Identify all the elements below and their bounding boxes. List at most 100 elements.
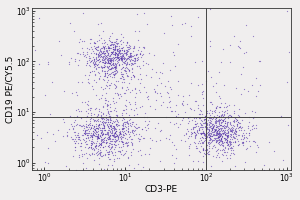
Point <box>134 53 139 57</box>
Point <box>219 127 224 130</box>
Point <box>188 115 193 118</box>
Point <box>213 129 218 132</box>
Point <box>110 40 115 43</box>
Point <box>160 100 165 103</box>
Point <box>193 116 198 120</box>
Point <box>109 127 114 130</box>
Point <box>99 133 104 137</box>
Point <box>127 100 131 103</box>
Point <box>225 146 230 149</box>
Point <box>78 145 82 148</box>
Point <box>122 62 127 65</box>
Point <box>98 128 102 131</box>
Point <box>96 45 100 48</box>
Point <box>114 65 119 68</box>
Point <box>91 49 95 52</box>
Point <box>210 112 214 115</box>
Point <box>219 137 224 140</box>
Point <box>93 145 98 148</box>
Point <box>71 115 76 119</box>
Point <box>83 132 88 135</box>
Point <box>222 113 227 116</box>
Point <box>95 45 100 48</box>
Point <box>120 53 125 56</box>
Point <box>130 71 135 74</box>
Point <box>94 63 99 66</box>
Point <box>103 120 108 123</box>
Point <box>250 127 255 131</box>
Point <box>104 49 109 52</box>
Point <box>216 133 221 136</box>
Point <box>236 108 241 111</box>
Point <box>86 47 91 51</box>
Point <box>217 70 221 74</box>
Point <box>123 111 128 115</box>
Point <box>100 50 105 54</box>
Point <box>68 21 73 24</box>
Point <box>127 132 132 136</box>
Point <box>108 60 113 64</box>
Point <box>150 67 155 71</box>
Point <box>103 58 107 61</box>
Point <box>131 53 136 56</box>
Point <box>126 128 130 131</box>
Point <box>90 133 95 137</box>
Point <box>240 141 245 144</box>
Point <box>118 135 122 138</box>
Point <box>208 120 213 123</box>
Point <box>116 41 121 45</box>
Point <box>216 147 220 150</box>
Point <box>108 83 113 87</box>
Point <box>215 130 220 133</box>
Point <box>219 139 224 142</box>
Point <box>194 144 199 147</box>
Point <box>218 127 223 130</box>
Point <box>95 144 100 148</box>
Point <box>208 138 213 142</box>
Point <box>229 141 234 144</box>
Point <box>213 129 218 132</box>
Point <box>80 137 85 141</box>
Point <box>109 119 114 122</box>
Point <box>136 46 141 49</box>
Point <box>116 55 120 58</box>
Point <box>209 127 214 130</box>
Point <box>116 93 121 96</box>
Point <box>113 123 118 127</box>
Point <box>224 135 229 138</box>
Point <box>107 146 112 149</box>
Point <box>173 104 178 107</box>
Point <box>232 135 237 139</box>
Point <box>48 112 53 115</box>
Point <box>233 87 238 90</box>
Point <box>199 123 203 126</box>
Point <box>132 62 136 65</box>
Point <box>114 63 119 66</box>
Point <box>193 123 197 126</box>
Point <box>188 107 193 110</box>
Point <box>116 54 121 57</box>
Point <box>126 157 130 160</box>
Point <box>99 94 104 97</box>
Point <box>96 123 101 127</box>
Point <box>106 59 111 62</box>
Point <box>208 133 213 136</box>
Point <box>35 134 40 137</box>
Point <box>97 136 101 139</box>
Point <box>202 149 207 152</box>
Point <box>129 58 134 61</box>
Point <box>98 119 103 123</box>
Point <box>107 136 112 140</box>
Point <box>201 149 206 152</box>
Point <box>214 134 219 137</box>
Point <box>199 132 204 135</box>
Point <box>218 132 222 135</box>
Point <box>219 128 224 131</box>
Point <box>87 123 92 126</box>
Point <box>100 133 105 136</box>
Point <box>224 153 229 157</box>
Point <box>103 71 108 74</box>
Point <box>130 120 135 124</box>
Point <box>131 54 136 58</box>
Point <box>97 141 101 144</box>
